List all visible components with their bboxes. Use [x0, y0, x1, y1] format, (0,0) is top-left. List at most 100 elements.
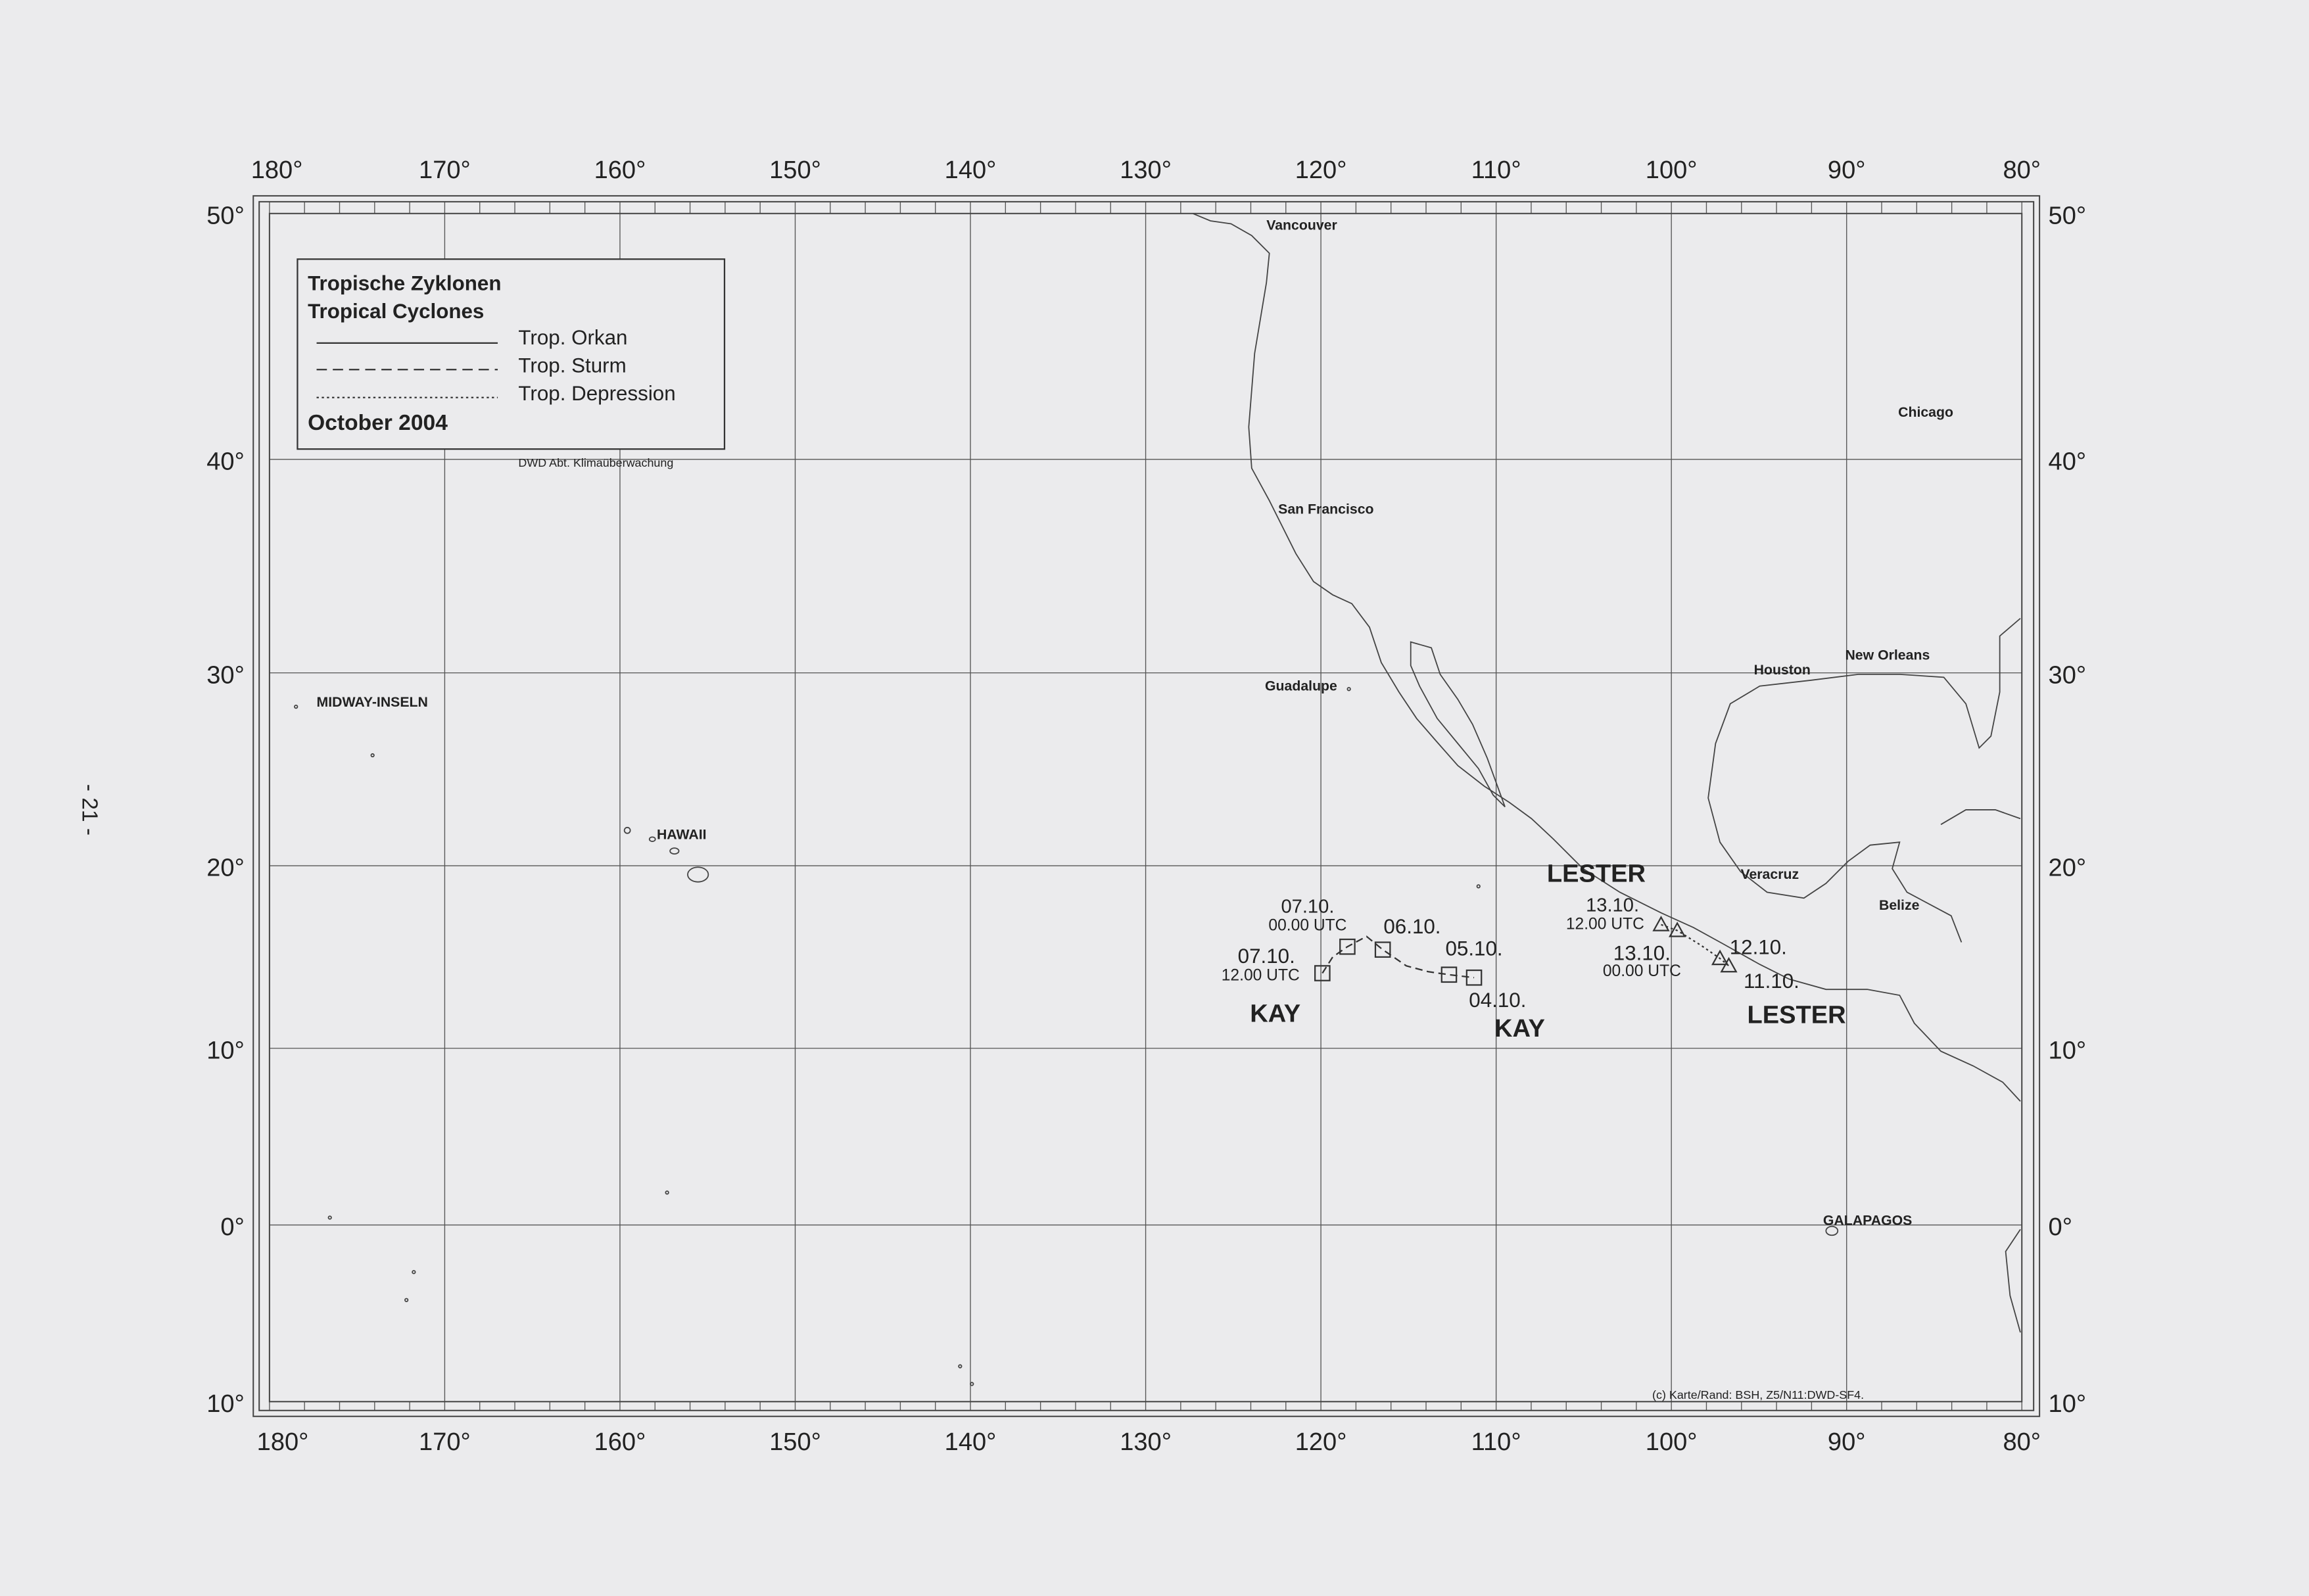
legend-title-en: Tropical Cyclones [308, 300, 484, 323]
page-number: - 21 - [77, 784, 101, 835]
longitude-label-top: 80° [2003, 156, 2041, 184]
island [687, 866, 709, 883]
place-label: San Francisco [1278, 502, 1373, 517]
storm-label: 00.00 UTC [1603, 962, 1681, 980]
storm-label: KAY [1494, 1015, 1545, 1043]
island [412, 1270, 416, 1275]
longitude-label-top: 160° [594, 156, 646, 184]
place-label: Belize [1879, 897, 1920, 913]
latitude-label-right: 50° [2049, 202, 2087, 229]
storm-label: 11.10. [1744, 970, 1799, 993]
longitude-label-bottom: 90° [1828, 1428, 1866, 1456]
west-coast [1192, 212, 2021, 1102]
longitude-label-top: 180° [251, 156, 303, 184]
latitude-label-left: 50° [206, 202, 245, 229]
lester-position [1669, 922, 1686, 937]
lester-position [1720, 956, 1738, 973]
longitude-label-bottom: 160° [594, 1428, 646, 1456]
latitude-label-right: 20° [2049, 855, 2087, 882]
longitude-label-bottom: 140° [945, 1428, 997, 1456]
labels: 180° 180° 170° 170° 160° 160° 150° 150° 140° 140°… [206, 156, 2086, 1456]
island [665, 1190, 669, 1195]
longitude-label-top: 150° [769, 156, 821, 184]
longitude-label-bottom: 110° [1471, 1428, 1521, 1456]
latitude-label-right: 0° [2049, 1213, 2072, 1241]
kay-position [1440, 966, 1458, 983]
kay-position [1465, 969, 1483, 986]
island [669, 847, 680, 855]
baja-california [1410, 641, 1506, 808]
storm-label: 12.10. [1730, 935, 1787, 958]
legend-period: October 2004 [308, 411, 448, 435]
storm-label: 07.10. [1238, 945, 1295, 968]
place-label: Veracruz [1740, 866, 1799, 882]
place-label: GALAPAGOS [1823, 1213, 1912, 1229]
legend-box [297, 258, 726, 450]
storm-label: LESTER [1747, 1002, 1845, 1029]
island [958, 1364, 963, 1369]
latitude-label-left: 30° [206, 661, 245, 689]
legend-item: Trop. Sturm [518, 354, 626, 377]
credit: (c) Karte/Rand: BSH, Z5/N11:DWD-SF4. [1652, 1388, 1864, 1401]
longitude-label-bottom: 150° [769, 1428, 821, 1456]
island [970, 1382, 974, 1386]
longitude-label-bottom: 100° [1646, 1428, 1698, 1456]
latitude-label-left: 10° [206, 1037, 245, 1064]
kay-position [1339, 938, 1356, 955]
islands [294, 687, 1839, 1386]
place-label: New Orleans [1845, 647, 1930, 663]
latitude-label-right: 10° [2049, 1037, 2087, 1064]
longitude-label-bottom: 80° [2003, 1428, 2041, 1456]
cuba [1940, 809, 2021, 826]
longitude-label-top: 100° [1646, 156, 1698, 184]
island [1476, 884, 1481, 889]
island [370, 753, 375, 758]
longitude-label-top: 90° [1828, 156, 1866, 184]
storm-label: 12.00 UTC [1222, 967, 1300, 985]
longitude-label-top: 170° [419, 156, 471, 184]
legend: Tropische Zyklonen Tropical Cyclones Tro… [297, 258, 726, 450]
longitude-label-bottom: 170° [419, 1428, 471, 1456]
longitude-label-top: 120° [1295, 156, 1347, 184]
longitude-label-top: 140° [945, 156, 997, 184]
kay-position [1314, 965, 1331, 981]
storm-label: 07.10. [1281, 897, 1334, 918]
graticule [269, 201, 2022, 1411]
latitude-label-right: 10° [2049, 1390, 2087, 1418]
legend-item: Trop. Depression [518, 382, 675, 405]
latitude-label-left: 40° [206, 448, 245, 476]
storm-label: 05.10. [1445, 937, 1502, 960]
longitude-label-bottom: 180° [257, 1428, 309, 1456]
latitude-label-right: 30° [2049, 661, 2087, 689]
place-label: HAWAII [657, 827, 707, 843]
place-label: Chicago [1898, 404, 1953, 420]
storm-label: 13.10. [1586, 895, 1639, 916]
place-label: Houston [1754, 662, 1811, 678]
island [648, 836, 656, 842]
longitude-label-top: 110° [1471, 156, 1521, 184]
gulf-coast [1707, 618, 2021, 943]
storm-label: LESTER [1547, 860, 1646, 888]
longitude-label-bottom: 130° [1120, 1428, 1172, 1456]
longitude-label-top: 130° [1120, 156, 1172, 184]
storm-label: 06.10. [1383, 915, 1440, 938]
south-america [2005, 1229, 2021, 1333]
lester-position [1711, 949, 1729, 966]
storm-label: 04.10. [1469, 989, 1526, 1012]
middle-frame [258, 200, 2035, 1411]
island [1825, 1225, 1839, 1236]
kay-position [1374, 941, 1391, 958]
lester-track [1661, 924, 1730, 967]
place-label: MIDWAY-INSELN [317, 694, 428, 710]
place-label: Vancouver [1266, 217, 1337, 233]
inner-frame [268, 212, 2023, 1403]
island [327, 1215, 332, 1220]
latitude-label-right: 40° [2049, 448, 2087, 476]
storm-label: 12.00 UTC [1566, 915, 1644, 933]
latitude-label-left: 20° [206, 855, 245, 882]
legend-title-de: Tropische Zyklonen [308, 271, 501, 294]
lester-position [1652, 916, 1670, 931]
source: DWD Abt. Klimaüberwachung [518, 456, 673, 469]
